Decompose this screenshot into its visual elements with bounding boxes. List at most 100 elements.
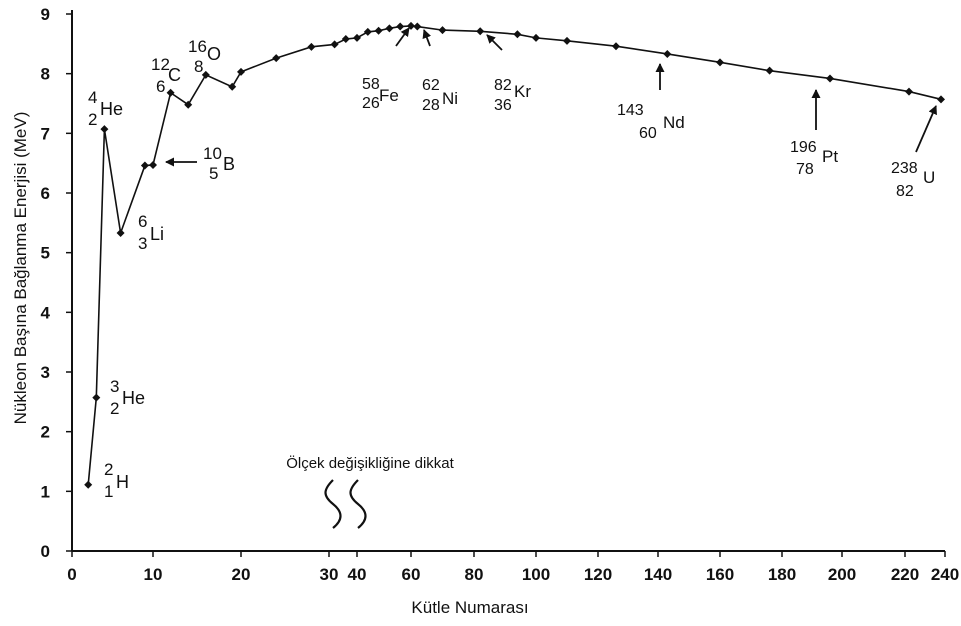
isotope-symbol: C (168, 65, 181, 85)
isotope-symbol: He (100, 99, 123, 119)
isotope-atomic-number: 3 (138, 234, 147, 253)
isotope-atomic-number: 28 (422, 97, 440, 114)
data-point (413, 23, 421, 31)
isotope-mass-number: 6 (138, 212, 147, 231)
x-tick-label: 200 (828, 565, 856, 584)
isotope-mass-number: 16 (188, 37, 207, 56)
isotope-mass-number: 143 (617, 102, 644, 119)
x-tick-label: 40 (348, 565, 367, 584)
isotope-symbol: Ni (442, 89, 458, 108)
data-point (228, 83, 236, 91)
isotope-mass-number: 3 (110, 377, 119, 396)
isotope-atomic-number: 6 (156, 77, 165, 96)
x-tick-label: 120 (584, 565, 612, 584)
isotope-atomic-number: 36 (494, 97, 512, 114)
x-tick-label: 100 (522, 565, 550, 584)
isotope-label-ni62: 62 28 Ni (422, 77, 458, 114)
data-point (563, 37, 571, 45)
scale-change-note: Ölçek değişikliğine dikkat (286, 454, 454, 472)
isotope-symbol: Nd (663, 113, 685, 132)
data-point (826, 74, 834, 82)
isotope-atomic-number: 82 (896, 183, 914, 200)
data-point (385, 24, 393, 32)
data-point (84, 481, 92, 489)
x-tick-label: 160 (706, 565, 734, 584)
isotope-label-he3: 3 2He (110, 377, 145, 418)
isotope-mass-number: 4 (88, 88, 97, 107)
data-point (364, 28, 372, 36)
isotope-symbol: U (923, 168, 935, 187)
data-point (92, 394, 100, 402)
y-tick-label: 3 (41, 363, 50, 382)
isotope-mass-number: 62 (422, 77, 440, 94)
x-tick-label: 60 (402, 565, 421, 584)
x-tick-label: 20 (232, 565, 251, 584)
data-point (513, 30, 521, 38)
isotope-symbol: B (223, 154, 235, 174)
isotope-atomic-number: 2 (110, 399, 119, 418)
data-point (937, 95, 945, 103)
y-tick-label: 9 (41, 5, 50, 24)
isotope-symbol: He (122, 388, 145, 408)
data-point (716, 58, 724, 66)
isotope-atomic-number: 8 (194, 57, 203, 76)
x-tick-label: 0 (67, 565, 76, 584)
data-point (476, 27, 484, 35)
y-axis-label: Nükleon Başına Bağlanma Enerjisi (MeV) (11, 112, 30, 425)
data-point (307, 43, 315, 51)
isotope-label-fe58: 58 26 Fe (362, 76, 399, 112)
y-tick-label: 6 (41, 184, 50, 203)
data-point (532, 34, 540, 42)
data-point (353, 34, 361, 42)
x-axis-label: Kütle Numarası (411, 598, 528, 617)
isotope-label-b10: 105 B (203, 144, 235, 183)
data-point (766, 67, 774, 75)
isotope-symbol: Li (150, 224, 164, 244)
arrow-fe58 (396, 28, 409, 46)
isotope-mass-number: 10 (203, 144, 222, 163)
y-tick-label: 5 (41, 244, 50, 263)
arrow-ni62 (424, 30, 430, 46)
isotope-mass-number: 2 (104, 460, 113, 479)
isotope-label-c12: 126C (151, 55, 181, 96)
x-tick-label: 220 (891, 565, 919, 584)
data-point (905, 88, 913, 96)
y-tick-label: 4 (41, 303, 51, 322)
scale-break-squiggle (326, 480, 341, 528)
data-point (663, 50, 671, 58)
isotope-atomic-number: 60 (639, 125, 657, 142)
data-point (141, 162, 149, 170)
x-tick-label: 10 (144, 565, 163, 584)
isotope-atomic-number: 2 (88, 110, 97, 129)
y-tick-label: 7 (41, 124, 50, 143)
data-point (396, 23, 404, 31)
isotope-label-he4: 4 2He (88, 88, 123, 129)
isotope-atomic-number: 26 (362, 95, 380, 112)
data-point (331, 40, 339, 48)
isotope-label-h2: 2 1 H (104, 460, 129, 501)
isotope-label-pt196: 196 78 Pt (790, 139, 838, 178)
arrow-kr82 (487, 35, 502, 50)
data-point (439, 26, 447, 34)
isotope-atomic-number: 1 (104, 482, 113, 501)
isotope-label-u238: 238 82 U (891, 160, 935, 200)
isotope-label-li6: 6 3 Li (138, 212, 164, 253)
isotope-mass-number: 196 (790, 139, 817, 156)
isotope-mass-number: 58 (362, 76, 380, 93)
data-point (375, 27, 383, 35)
isotope-mass-number: 238 (891, 160, 918, 177)
isotope-symbol: O (207, 44, 221, 64)
y-tick-label: 2 (41, 423, 50, 442)
scale-break-squiggle (351, 480, 366, 528)
isotope-atomic-number: 78 (796, 161, 814, 178)
data-point (612, 42, 620, 50)
isotope-symbol: Pt (822, 147, 838, 166)
isotope-atomic-number: 5 (209, 164, 218, 183)
data-point (117, 229, 125, 237)
isotope-symbol: Fe (379, 86, 399, 105)
y-tick-label: 1 (41, 482, 50, 501)
